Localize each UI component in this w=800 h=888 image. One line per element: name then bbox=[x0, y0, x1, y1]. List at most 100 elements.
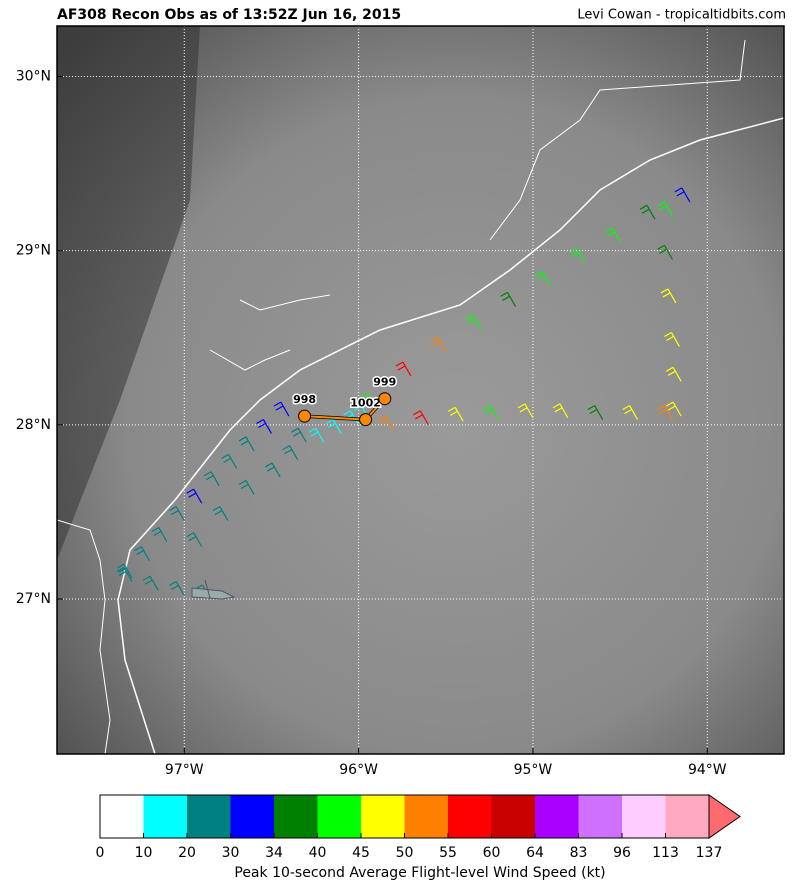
barb-flag bbox=[116, 567, 125, 573]
wind-barb bbox=[657, 405, 673, 420]
colorbar-tick-label: 20 bbox=[178, 845, 196, 861]
barb-flag bbox=[467, 318, 475, 324]
wind-barb bbox=[622, 405, 639, 420]
colorbar-swatch bbox=[622, 795, 666, 838]
lon-tick-label: 96°W bbox=[339, 762, 378, 778]
barb-flag bbox=[657, 201, 665, 207]
barb-flag bbox=[258, 423, 266, 429]
colorbar-tick-label: 50 bbox=[396, 845, 414, 861]
wind-barb bbox=[657, 201, 673, 217]
colorbar-swatch bbox=[274, 795, 318, 838]
barb-flag bbox=[136, 550, 144, 556]
wind-barb bbox=[660, 288, 677, 304]
wind-barb bbox=[238, 479, 255, 495]
barb-flag bbox=[325, 419, 334, 425]
colorbar-tick-label: 0 bbox=[96, 845, 105, 861]
wind-barb bbox=[430, 337, 447, 352]
barb-staff bbox=[506, 292, 517, 307]
barb-flag bbox=[284, 449, 292, 455]
wind-barb bbox=[221, 453, 238, 469]
barb-flag bbox=[116, 563, 125, 569]
colorbar-swatch bbox=[535, 795, 579, 838]
colorbar-swatch bbox=[100, 795, 144, 838]
barb-flag bbox=[465, 314, 473, 320]
barb-flag bbox=[641, 208, 650, 214]
barb-flag bbox=[352, 401, 360, 407]
colorbar-swatch bbox=[143, 795, 188, 838]
wind-barb bbox=[657, 244, 673, 260]
barb-flag bbox=[170, 584, 179, 591]
colorbar-tick-label: 137 bbox=[696, 845, 723, 861]
wind-barb bbox=[151, 527, 168, 542]
barb-staff bbox=[193, 532, 203, 548]
map-frame bbox=[56, 25, 785, 755]
colorbar-tick-label: 55 bbox=[439, 845, 457, 861]
barb-staff bbox=[280, 401, 290, 417]
wind-barb bbox=[238, 436, 255, 452]
wind-barb bbox=[639, 204, 656, 220]
barb-flag bbox=[447, 406, 456, 412]
barb-flag bbox=[273, 401, 282, 407]
barb-staff bbox=[123, 563, 133, 579]
colorbar-tick-label: 113 bbox=[652, 845, 679, 861]
barb-staff bbox=[594, 405, 604, 420]
colorbar-tick-label: 96 bbox=[613, 845, 631, 861]
barb-staff bbox=[681, 187, 691, 203]
lat-tick-label: 29°N bbox=[16, 243, 51, 259]
barb-flag bbox=[238, 479, 247, 486]
wind-barb bbox=[186, 488, 203, 504]
coastline-detail bbox=[57, 39, 746, 754]
barb-flag bbox=[484, 409, 493, 415]
barb-staff bbox=[672, 366, 682, 382]
barb-flag bbox=[327, 423, 336, 429]
barb-flag bbox=[664, 331, 672, 337]
barb-flag bbox=[118, 571, 127, 577]
barb-flag bbox=[659, 248, 667, 254]
wind-barb bbox=[291, 427, 307, 443]
wind-barb bbox=[168, 580, 185, 596]
barb-flag bbox=[362, 396, 371, 402]
barb-flag bbox=[676, 191, 685, 197]
barb-flag bbox=[203, 471, 212, 477]
barb-flag bbox=[238, 436, 247, 442]
barb-staff bbox=[611, 227, 621, 243]
colorbar-tick-label: 30 bbox=[222, 845, 240, 861]
wind-barb bbox=[535, 270, 551, 286]
barb-staff bbox=[663, 201, 673, 217]
wind-barb bbox=[203, 471, 220, 487]
barb-staff bbox=[524, 403, 534, 419]
barb-flag bbox=[482, 405, 491, 411]
wind-barb bbox=[212, 506, 229, 521]
wind-barb bbox=[378, 415, 394, 431]
wind-barb bbox=[116, 567, 133, 582]
wind-barb bbox=[674, 187, 691, 203]
barb-staff bbox=[667, 288, 677, 304]
barb-staff bbox=[262, 419, 272, 434]
barb-flag bbox=[665, 366, 674, 372]
barb-staff bbox=[228, 454, 238, 469]
colorbar-tick-label: 83 bbox=[570, 845, 588, 861]
pressure-label: 999 bbox=[373, 376, 396, 389]
wind-barb bbox=[517, 403, 534, 419]
colorbar-tick-label: 64 bbox=[526, 845, 544, 861]
barb-staff bbox=[245, 436, 255, 452]
barb-staff bbox=[670, 332, 680, 347]
pressure-label: 1002 bbox=[350, 397, 381, 410]
barb-flag bbox=[604, 227, 613, 233]
colorbar-tick-label: 60 bbox=[483, 845, 501, 861]
barb-flag bbox=[378, 415, 386, 421]
lat-tick-label: 27°N bbox=[16, 591, 51, 607]
colorbar-swatch bbox=[578, 795, 623, 838]
wind-barb bbox=[482, 405, 499, 420]
wind-barb bbox=[447, 406, 464, 422]
barb-flag bbox=[293, 431, 301, 437]
barb-flag bbox=[221, 453, 229, 459]
wind-barb bbox=[264, 462, 281, 478]
colorbar-swatch bbox=[230, 795, 275, 838]
barb-flag bbox=[144, 579, 153, 585]
barb-flag bbox=[665, 401, 674, 407]
barb-flag bbox=[432, 341, 441, 347]
barb-staff bbox=[437, 337, 447, 352]
barb-flag bbox=[622, 405, 630, 411]
